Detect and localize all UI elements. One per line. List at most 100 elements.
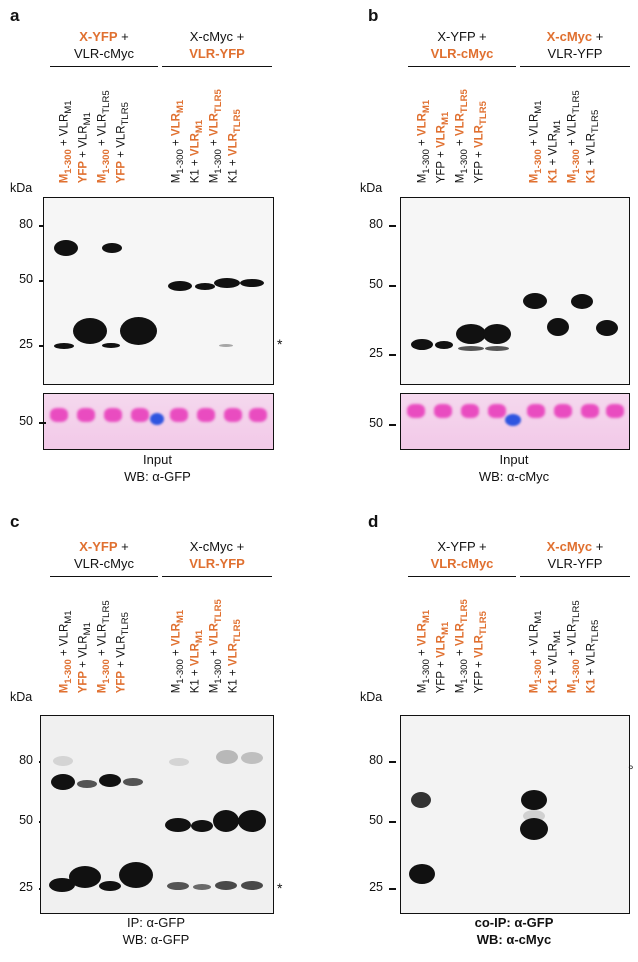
- ponceau-band: [407, 404, 425, 418]
- lane-label: K1 + VLRM1: [189, 119, 205, 184]
- band: [213, 810, 239, 832]
- lane-label: K1 + VLRM1: [547, 119, 563, 184]
- ponceau-band: [527, 404, 545, 418]
- asterisk-marker: *: [277, 880, 283, 896]
- group-header-left: X-YFP + VLR-cMyc: [50, 28, 158, 67]
- ponceau-band: [50, 408, 68, 422]
- band: [169, 758, 189, 766]
- band: [411, 339, 433, 350]
- asterisk-marker: *: [277, 336, 283, 352]
- panel-letter: d: [368, 512, 379, 531]
- band: [120, 317, 157, 345]
- kda-label: kDa: [10, 690, 33, 704]
- western-blot: [40, 715, 274, 914]
- panel-letter: b: [368, 6, 379, 25]
- caption: IP: α-GFP WB: α-GFP: [122, 915, 190, 947]
- band: [191, 820, 213, 832]
- band: [102, 343, 120, 348]
- group-header-left: X-YFP + VLR-cMyc: [50, 538, 158, 577]
- band: [411, 792, 431, 808]
- band: [240, 279, 264, 287]
- band: [54, 240, 78, 256]
- ladder-marker: [505, 414, 521, 426]
- band: [77, 780, 97, 788]
- lane-label: K1 + VLRM1: [547, 629, 563, 694]
- ponceau-band: [581, 404, 599, 418]
- band: [219, 344, 233, 347]
- mw-tick-80: 80: [355, 753, 396, 767]
- lane-label: M1-300 + VLRTLR5: [566, 90, 582, 184]
- mw-tick-80: 80: [5, 753, 46, 767]
- lane-label: YFP + VLRTLR5: [115, 612, 131, 694]
- band: [168, 281, 192, 291]
- mw-tick-25: 25: [5, 337, 46, 351]
- kda-label: kDa: [360, 181, 383, 195]
- band: [435, 341, 453, 349]
- band: [167, 882, 189, 890]
- lane-label: M1-300 + VLRM1: [416, 99, 432, 184]
- band: [241, 881, 263, 890]
- lane-label: M1-300 + VLRTLR5: [96, 600, 112, 694]
- lane-label: K1 + VLRTLR5: [585, 109, 601, 184]
- group-header-left: X-YFP + VLR-cMyc: [408, 538, 516, 577]
- lane-label: M1-300 + VLRTLR5: [454, 89, 470, 184]
- mw-tick-80: 80: [5, 217, 46, 231]
- ponceau-tick-50: 50: [355, 416, 396, 430]
- lane-label: YFP + VLRTLR5: [115, 102, 131, 184]
- band: [241, 752, 263, 764]
- band: [69, 866, 101, 888]
- ponceau-band: [197, 408, 215, 422]
- ponceau-band: [131, 408, 149, 422]
- mw-tick-50: 50: [5, 813, 46, 827]
- band: [214, 278, 240, 288]
- band: [238, 810, 266, 832]
- band: [547, 318, 569, 336]
- band: [571, 294, 593, 309]
- mw-tick-50: 50: [355, 277, 396, 291]
- panel-letter: a: [10, 6, 20, 25]
- caption: Input WB: α-GFP: [124, 452, 191, 484]
- group-header-right: X-cMyc + VLR-YFP: [162, 28, 272, 67]
- band: [99, 774, 121, 787]
- western-blot: [400, 715, 630, 914]
- lane-label: M1-300 + VLRTLR5: [208, 89, 224, 184]
- ponceau-band: [104, 408, 122, 422]
- band: [520, 818, 548, 840]
- band: [123, 778, 143, 786]
- band: [51, 774, 75, 790]
- mw-tick-50: 50: [355, 813, 396, 827]
- ponceau-stain: [400, 393, 630, 450]
- lane-label: M1-300 + VLRTLR5: [208, 599, 224, 694]
- band: [193, 884, 211, 890]
- mw-tick-25: 25: [355, 880, 396, 894]
- group-header-right: X-cMyc + VLR-YFP: [520, 28, 630, 67]
- lane-label: M1-300 + VLRM1: [528, 610, 544, 694]
- mw-tick-50: 50: [5, 272, 46, 286]
- band: [73, 318, 107, 344]
- caption: co-IP: α-GFP WB: α-cMyc: [474, 915, 554, 947]
- band: [53, 756, 73, 766]
- ponceau-band: [434, 404, 452, 418]
- lane-label: M1-300 + VLRM1: [528, 100, 544, 184]
- western-blot: [400, 197, 630, 385]
- ponceau-tick-50: 50: [5, 414, 46, 428]
- lane-label: M1-300 + VLRM1: [416, 609, 432, 694]
- lane-label: M1-300 + VLRTLR5: [454, 599, 470, 694]
- ponceau-band: [249, 408, 267, 422]
- band: [49, 878, 75, 892]
- lane-label: M1-300 + VLRTLR5: [566, 600, 582, 694]
- lane-label: M1-300 + VLRM1: [58, 610, 74, 694]
- mw-tick-80: 80: [355, 217, 396, 231]
- band: [119, 862, 153, 888]
- ponceau-band: [224, 408, 242, 422]
- lane-label: M1-300 + VLRM1: [58, 100, 74, 184]
- band: [102, 243, 122, 253]
- lane-label: M1-300 + VLRM1: [170, 99, 186, 184]
- band: [521, 790, 547, 810]
- kda-label: kDa: [10, 181, 33, 195]
- group-header-right: X-cMyc + VLR-YFP: [162, 538, 272, 577]
- lane-label: YFP + VLRM1: [77, 622, 93, 694]
- ladder-marker: [150, 413, 164, 425]
- band: [485, 346, 509, 351]
- band: [458, 346, 484, 351]
